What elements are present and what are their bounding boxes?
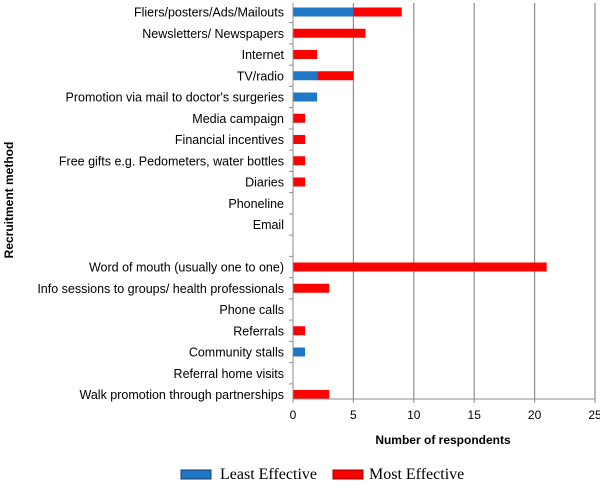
bar-most-effective bbox=[293, 28, 366, 38]
category-label: Newsletters/ Newspapers bbox=[142, 27, 284, 41]
bar-most-effective bbox=[317, 71, 354, 81]
category-label: Financial incentives bbox=[175, 133, 284, 147]
category-label: Free gifts e.g. Pedometers, water bottle… bbox=[59, 154, 284, 168]
legend-label-least-effective: Least Effective bbox=[220, 466, 317, 483]
bar-least-effective bbox=[293, 71, 318, 81]
bar-most-effective bbox=[293, 283, 330, 293]
category-label: Info sessions to groups/ health professi… bbox=[37, 282, 284, 296]
legend-swatch-most-effective bbox=[332, 469, 364, 480]
category-label: Diaries bbox=[245, 176, 284, 190]
axes bbox=[289, 3, 596, 403]
bar-least-effective bbox=[293, 347, 306, 357]
bars bbox=[293, 7, 547, 399]
x-tick-label: 15 bbox=[468, 408, 482, 422]
x-tick-label: 20 bbox=[528, 408, 542, 422]
bar-most-effective bbox=[353, 7, 402, 17]
bar-most-effective bbox=[293, 177, 306, 187]
bar-most-effective bbox=[293, 156, 306, 166]
category-label: Promotion via mail to doctor's surgeries bbox=[66, 91, 284, 105]
category-label: Email bbox=[253, 218, 284, 232]
y-axis-title: Recruitment method bbox=[2, 142, 16, 259]
legend: Least Effective Most Effective bbox=[180, 466, 464, 483]
bar-least-effective bbox=[293, 7, 354, 17]
gridlines bbox=[352, 3, 596, 399]
category-label: Word of mouth (usually one to one) bbox=[89, 261, 284, 275]
category-label: Phoneline bbox=[228, 197, 284, 211]
category-label: Phone calls bbox=[219, 303, 284, 317]
bar-most-effective bbox=[293, 50, 318, 59]
x-axis-title: Number of respondents bbox=[375, 433, 511, 447]
category-label: Internet bbox=[242, 48, 285, 62]
category-label: Walk promotion through partnerships bbox=[80, 388, 285, 402]
x-tick-label: 25 bbox=[588, 408, 600, 422]
category-label: Referral home visits bbox=[174, 367, 284, 381]
legend-label-most-effective: Most Effective bbox=[369, 466, 464, 483]
x-tick-labels: 0 5 10 15 20 25 bbox=[290, 408, 600, 422]
x-tick-label: 0 bbox=[290, 408, 297, 422]
category-label: Community stalls bbox=[189, 346, 284, 360]
category-label: Media campaign bbox=[192, 112, 284, 126]
category-labels: Fliers/posters/Ads/Mailouts Newsletters/ … bbox=[37, 6, 284, 403]
category-label: TV/radio bbox=[237, 69, 284, 83]
bar-most-effective bbox=[293, 135, 306, 144]
bar-most-effective bbox=[293, 326, 306, 336]
bar-most-effective bbox=[293, 113, 306, 123]
x-tick-label: 10 bbox=[407, 408, 421, 422]
category-label: Fliers/posters/Ads/Mailouts bbox=[134, 6, 284, 20]
x-tick-label: 5 bbox=[350, 408, 357, 422]
bar-most-effective bbox=[293, 390, 330, 399]
legend-swatch-least-effective bbox=[180, 469, 212, 480]
bar-most-effective bbox=[293, 262, 547, 272]
bar-least-effective bbox=[293, 92, 318, 102]
category-label: Referrals bbox=[233, 324, 284, 338]
